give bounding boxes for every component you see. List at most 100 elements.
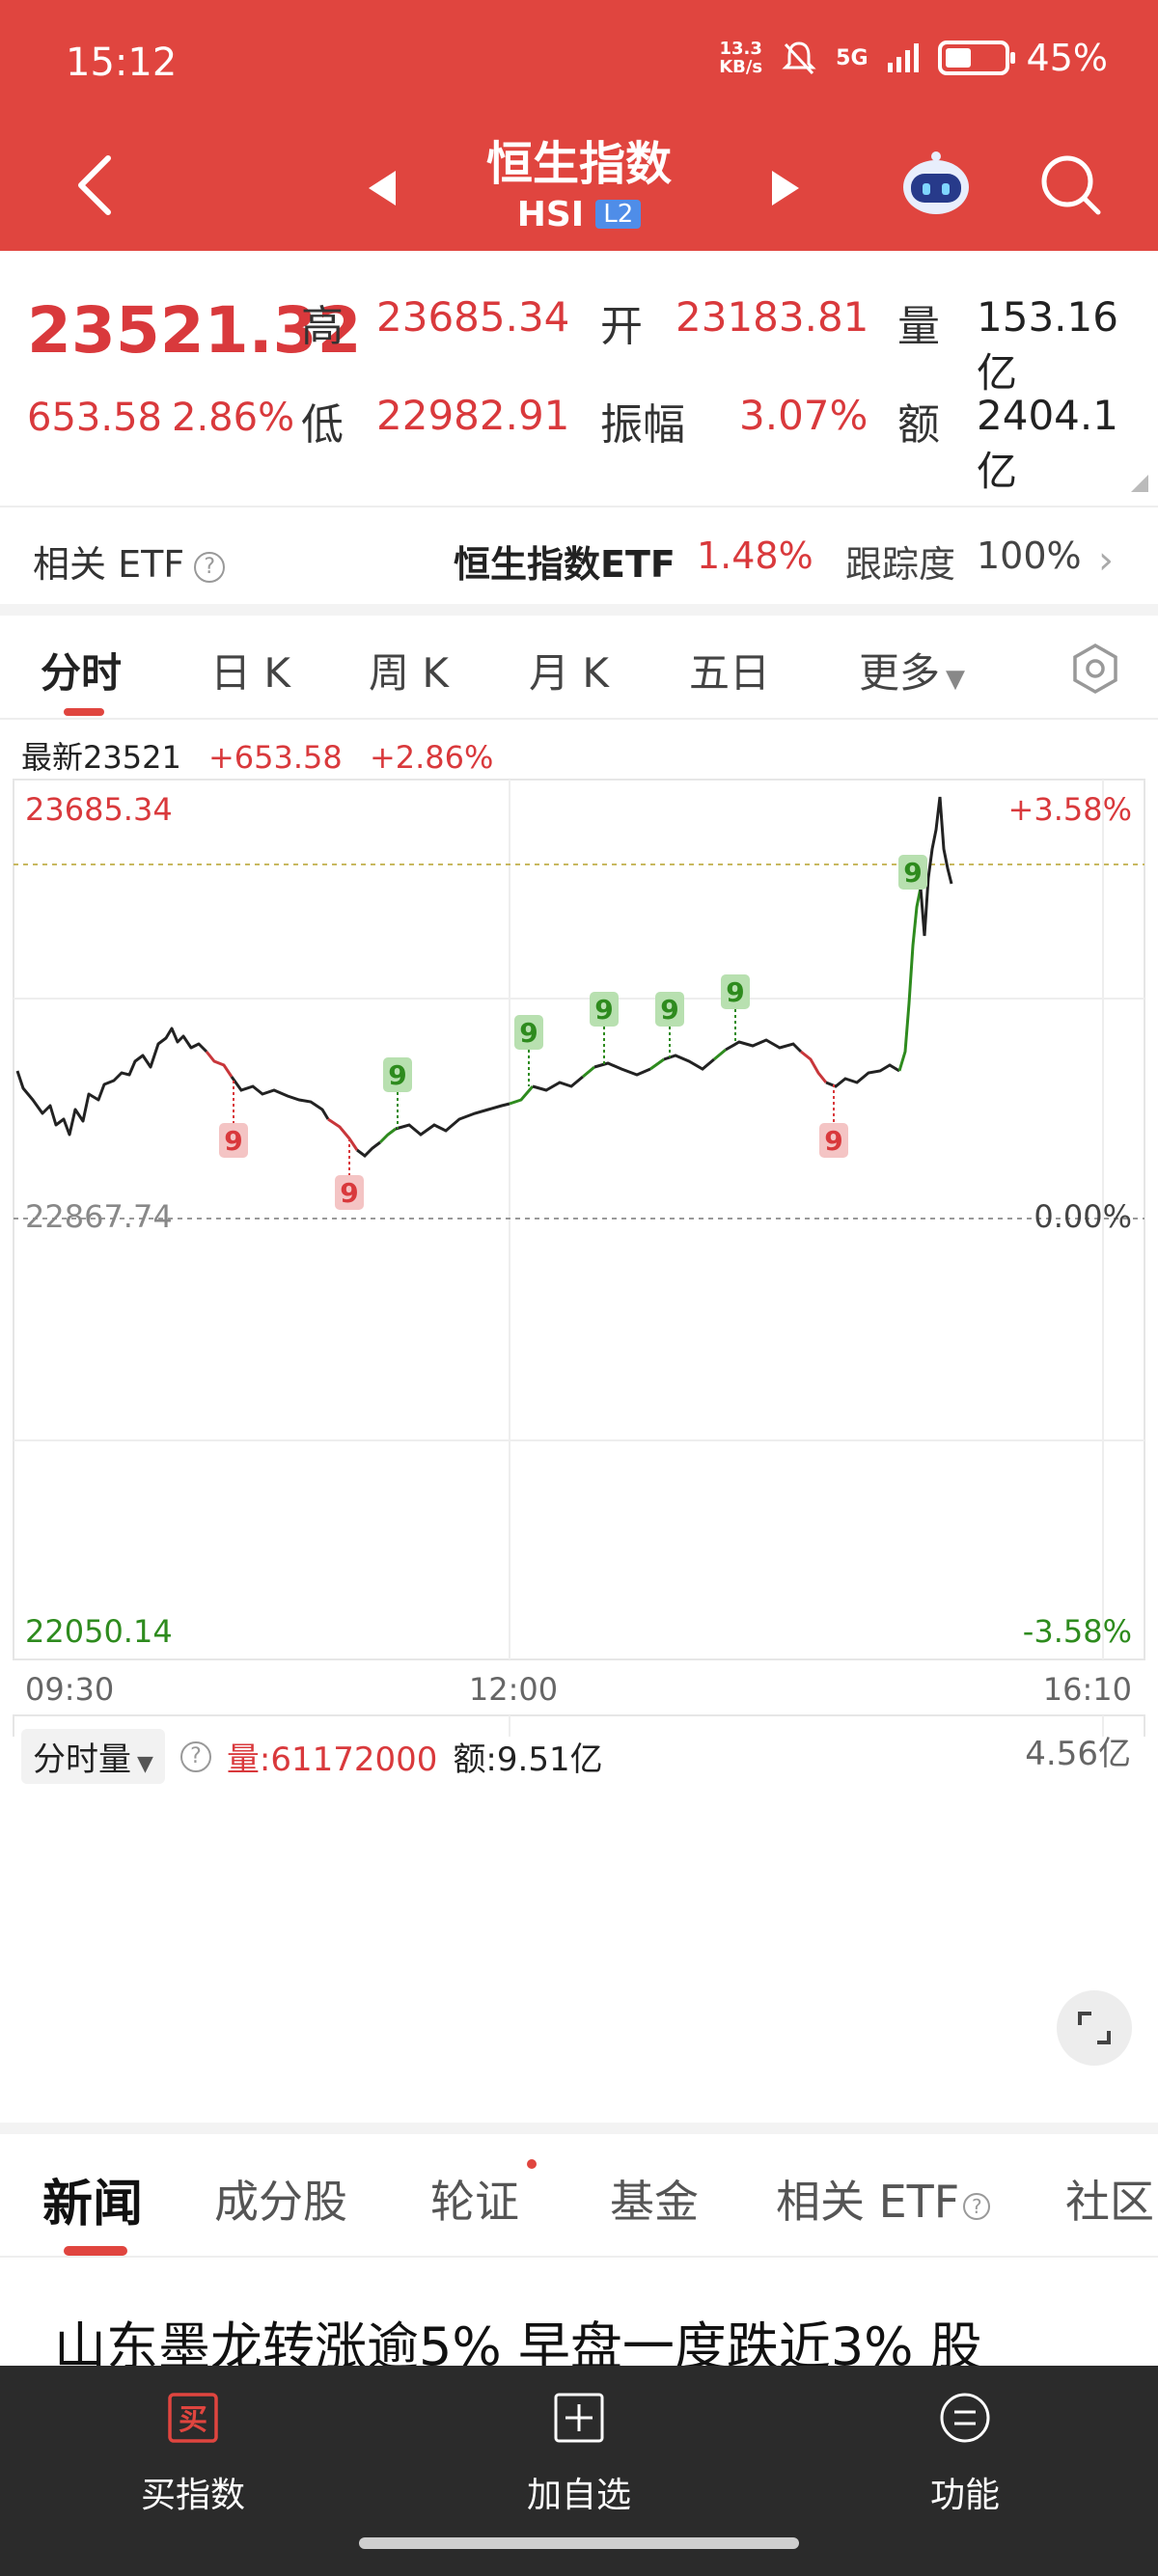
settings-hex-icon[interactable]: [1069, 643, 1121, 695]
price-line: [532, 1075, 584, 1092]
nav-buy-index[interactable]: 买 买指数: [77, 2391, 309, 2517]
tab-monthly-k[interactable]: 月 K: [529, 649, 609, 697]
amount-readout: 额:9.51亿: [453, 1740, 603, 1779]
high-label: 高: [301, 302, 344, 351]
price-line: [919, 796, 953, 937]
period-tabs: 分时 日 K 周 K 月 K 五日 更多 ▼: [0, 616, 1158, 720]
notification-dot: [527, 2159, 537, 2169]
related-etf-row[interactable]: 相关 ETF? 恒生指数ETF 1.48% 跟踪度 100% ›: [0, 506, 1158, 606]
tab-weekly-k[interactable]: 周 K: [369, 649, 449, 697]
tab-funds[interactable]: 基金: [610, 2176, 699, 2228]
home-indicator: [359, 2537, 799, 2549]
open-value: 23183.81: [676, 293, 869, 341]
signal-bars-icon: [887, 43, 919, 72]
tab-community[interactable]: 社区: [1065, 2176, 1154, 2228]
time-end: 16:10: [1043, 1671, 1132, 1708]
etf-label: 相关 ETF?: [33, 534, 226, 588]
signal-marker-up[interactable]: 9: [590, 992, 619, 1065]
tab-intraday[interactable]: 分时: [41, 649, 123, 697]
header: 恒生指数 HSI L2: [0, 125, 1158, 251]
price-line: [230, 1076, 330, 1120]
help-icon: ?: [963, 2193, 991, 2220]
signal-marker-up[interactable]: 9: [655, 992, 684, 1057]
price-line: [593, 1061, 651, 1077]
open-label: 开: [600, 302, 643, 351]
price-line-up: [582, 1065, 595, 1079]
time-mid: 12:00: [469, 1671, 558, 1708]
price-line-up: [649, 1057, 665, 1071]
svg-text:9: 9: [224, 1125, 242, 1157]
tab-five-day[interactable]: 五日: [689, 649, 771, 697]
intraday-chart[interactable]: 23685.34 +3.58% 22867.74 0.00% 22050.14 …: [0, 772, 1158, 1737]
back-icon[interactable]: [58, 147, 135, 224]
volume-type-dropdown[interactable]: 分时量 ▼: [21, 1729, 165, 1784]
y-axis-bottom: 22050.14: [25, 1613, 173, 1650]
signal-marker-up[interactable]: 9: [898, 855, 927, 890]
price-line: [15, 1027, 208, 1137]
next-index-icon[interactable]: [762, 159, 811, 217]
volume-value: 153.16亿: [977, 293, 1118, 397]
page-title: 恒生指数: [485, 137, 672, 191]
amplitude-value: 3.07%: [739, 392, 868, 439]
price-line: [395, 1102, 510, 1137]
battery-icon: [937, 41, 1015, 75]
y-axis-base: 22867.74: [25, 1198, 173, 1235]
help-icon[interactable]: ?: [179, 1740, 211, 1772]
nav-add-watchlist[interactable]: 加自选: [463, 2391, 695, 2517]
price-line-down: [800, 1050, 828, 1083]
etf-name: 恒生指数ETF: [454, 543, 676, 586]
price-line-down: [327, 1117, 359, 1151]
svg-text:9: 9: [594, 994, 613, 1026]
signal-marker-up[interactable]: 9: [721, 974, 750, 1044]
volume-label: 量: [897, 302, 940, 351]
chevron-down-icon: ▼: [137, 1752, 153, 1776]
etf-change-pct: 1.48%: [697, 534, 813, 577]
time-start: 09:30: [25, 1671, 114, 1708]
signal-marker-down[interactable]: 9: [219, 1081, 248, 1158]
amount-value: 2404.1亿: [977, 392, 1118, 495]
svg-text:买: 买: [179, 2403, 207, 2437]
signal-marker-up[interactable]: 9: [383, 1057, 412, 1129]
help-icon[interactable]: ?: [194, 552, 226, 583]
news-tabs: 新闻 成分股 轮证 基金 相关 ETF? 社区: [0, 2134, 1158, 2258]
volume-readout: 量:61172000: [226, 1740, 438, 1779]
active-tab-indicator: [64, 2246, 127, 2256]
active-tab-indicator: [64, 708, 104, 716]
signal-5g-icon: 5G: [836, 45, 868, 70]
signal-marker-down[interactable]: 9: [335, 1138, 364, 1210]
price-line-down: [205, 1051, 234, 1078]
svg-text:9: 9: [660, 994, 678, 1026]
pct-axis-base: 0.00%: [1034, 1198, 1132, 1235]
price-line: [663, 1054, 715, 1071]
fullscreen-icon[interactable]: [1057, 1990, 1132, 2066]
price-line-up: [378, 1127, 397, 1144]
tab-daily-k[interactable]: 日 K: [210, 649, 290, 697]
tab-constituents[interactable]: 成分股: [214, 2176, 347, 2228]
robot-assistant-icon[interactable]: [897, 145, 975, 222]
price-panel-frame: [13, 779, 1145, 1660]
tab-more[interactable]: 更多 ▼: [859, 649, 966, 697]
low-value: 22982.91: [376, 392, 570, 439]
signal-marker-up[interactable]: 9: [514, 1015, 543, 1086]
price-line: [356, 1140, 381, 1158]
svg-text:9: 9: [726, 976, 744, 1008]
buy-icon: 买: [168, 2393, 218, 2443]
divider: [0, 604, 1158, 616]
expand-corner-icon[interactable]: [1131, 475, 1148, 492]
price-line-up: [509, 1085, 535, 1106]
tab-news[interactable]: 新闻: [42, 2176, 144, 2233]
prev-index-icon[interactable]: [357, 159, 405, 217]
signal-marker-down[interactable]: 9: [819, 1084, 848, 1158]
nav-functions[interactable]: 功能: [849, 2391, 1081, 2517]
tab-related-etf[interactable]: 相关 ETF?: [776, 2167, 991, 2231]
tab-warrants[interactable]: 轮证: [430, 2176, 519, 2228]
status-icons: 13.3 KB/s 5G 45%: [719, 37, 1108, 79]
current-price: 23521.32: [27, 293, 362, 368]
pct-axis-top: +3.58%: [1008, 791, 1132, 828]
amplitude-label: 振幅: [600, 400, 685, 450]
search-icon[interactable]: [1033, 147, 1110, 224]
status-bar: 15:12 13.3 KB/s 5G 45%: [0, 0, 1158, 125]
volume-panel-frame: [13, 1714, 1145, 1737]
price-change: 653.58: [27, 396, 162, 440]
volume-axis-max: 4.56亿: [1025, 1735, 1131, 1773]
